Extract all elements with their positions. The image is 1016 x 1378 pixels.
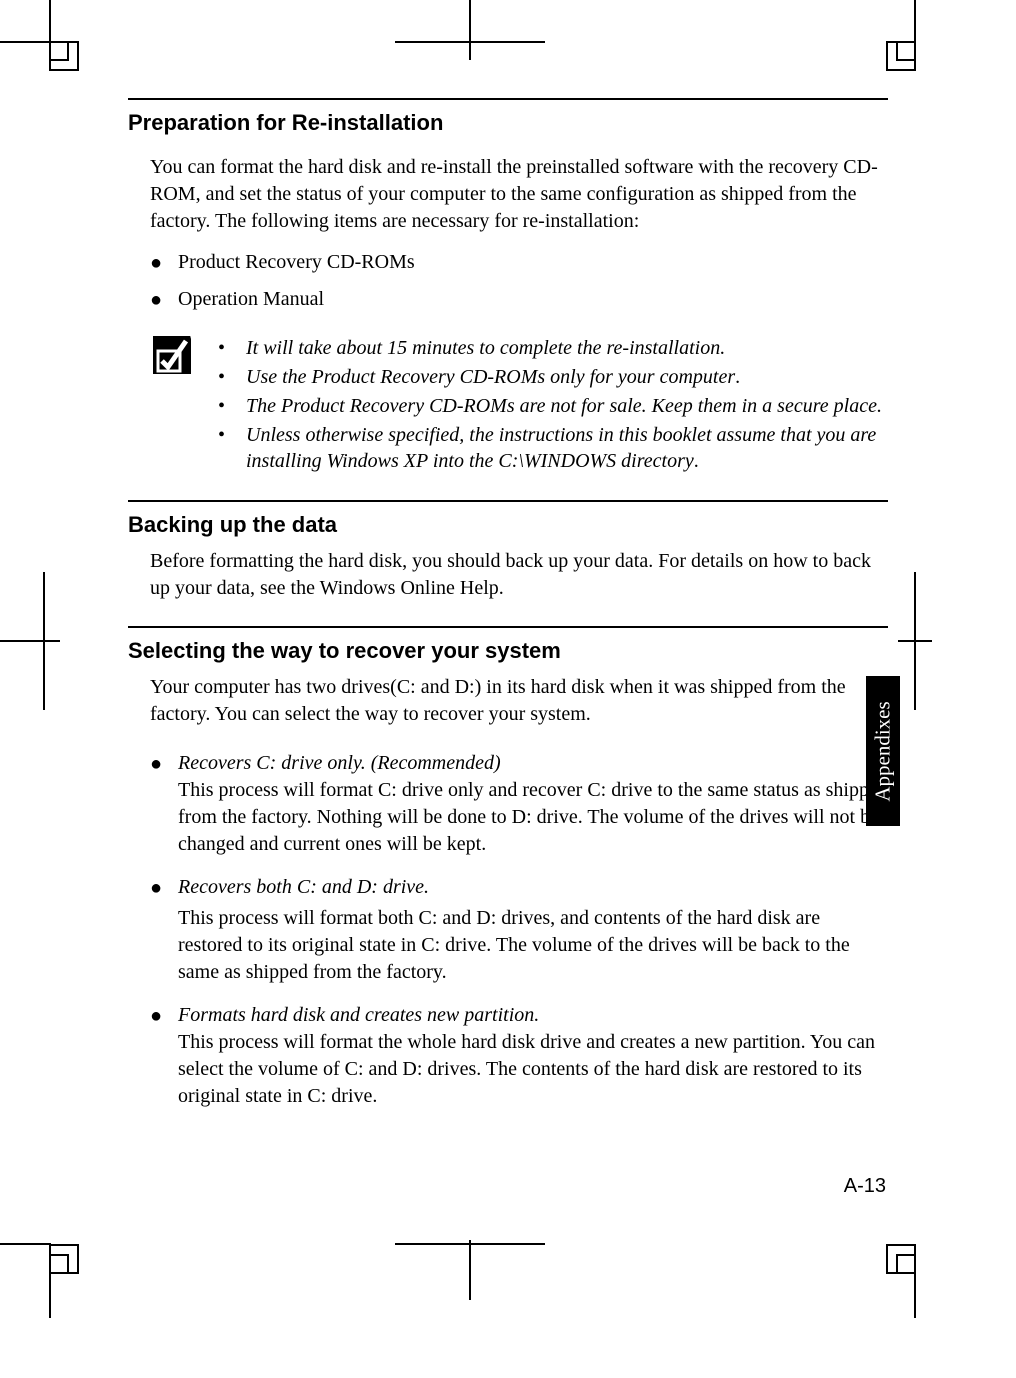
option-title: Recovers both C: and D: drive. <box>178 874 888 901</box>
side-tab-label: Appendixes <box>871 701 896 801</box>
option-title: Recovers C: drive only. (Recommended) <box>178 750 888 777</box>
checkmark-note-icon <box>152 335 192 375</box>
paragraph: You can format the hard disk and re-inst… <box>150 154 888 235</box>
bullet-icon: • <box>218 335 246 362</box>
option-description: This process will format C: drive only a… <box>178 777 888 858</box>
option-item: ● Recovers C: drive only. (Recommended) … <box>150 750 888 858</box>
list-item: ● Product Recovery CD-ROMs <box>150 249 888 276</box>
note-text: The Product Recovery CD-ROMs are not for… <box>246 393 888 419</box>
section-heading: Preparation for Re-installation <box>128 110 888 136</box>
list-item-text: Product Recovery CD-ROMs <box>178 249 888 276</box>
note-list: • It will take about 15 minutes to compl… <box>218 335 888 476</box>
bullet-icon: • <box>218 393 246 420</box>
divider <box>128 626 888 628</box>
note-text: Unless otherwise specified, the instruct… <box>246 422 888 474</box>
bullet-icon: ● <box>150 249 178 273</box>
bullet-icon: ● <box>150 874 178 898</box>
note-text: It will take about 15 minutes to complet… <box>246 335 888 361</box>
paragraph: Before formatting the hard disk, you sho… <box>150 548 888 602</box>
option-description: This process will format the whole hard … <box>178 1029 888 1110</box>
option-description: This process will format both C: and D: … <box>178 905 888 986</box>
note-item: • The Product Recovery CD-ROMs are not f… <box>218 393 888 420</box>
list-item-text: Operation Manual <box>178 286 888 313</box>
note-text-italic: Unless otherwise specified, the instruct… <box>246 424 876 472</box>
note-text-suffix: . <box>694 450 699 472</box>
option-item: ● Recovers both C: and D: drive. This pr… <box>150 874 888 986</box>
bullet-icon: ● <box>150 1002 178 1026</box>
note-item: • It will take about 15 minutes to compl… <box>218 335 888 362</box>
note-item: • Use the Product Recovery CD-ROMs only … <box>218 364 888 391</box>
required-items-list: ● Product Recovery CD-ROMs ● Operation M… <box>150 249 888 313</box>
bullet-icon: ● <box>150 750 178 774</box>
note-text-italic: Use the Product Recovery CD-ROMs only fo… <box>246 366 735 388</box>
divider <box>128 98 888 100</box>
list-item: ● Operation Manual <box>150 286 888 313</box>
divider <box>128 500 888 502</box>
bullet-icon: • <box>218 364 246 391</box>
note-block: • It will take about 15 minutes to compl… <box>150 335 888 476</box>
bullet-icon: • <box>218 422 246 449</box>
page-number: A-13 <box>844 1175 886 1198</box>
note-text: Use the Product Recovery CD-ROMs only fo… <box>246 364 888 390</box>
bullet-icon: ● <box>150 286 178 310</box>
page-content: Preparation for Re-installation You can … <box>128 98 888 1126</box>
side-tab: Appendixes <box>866 676 900 826</box>
option-title: Formats hard disk and creates new partit… <box>178 1002 888 1029</box>
option-item: ● Formats hard disk and creates new part… <box>150 1002 888 1110</box>
note-item: • Unless otherwise specified, the instru… <box>218 422 888 474</box>
section-heading: Backing up the data <box>128 512 888 538</box>
note-text-suffix: . <box>735 366 740 388</box>
section-heading: Selecting the way to recover your system <box>128 638 888 664</box>
recovery-options-list: ● Recovers C: drive only. (Recommended) … <box>150 750 888 1110</box>
paragraph: Your computer has two drives(C: and D:) … <box>150 674 888 728</box>
